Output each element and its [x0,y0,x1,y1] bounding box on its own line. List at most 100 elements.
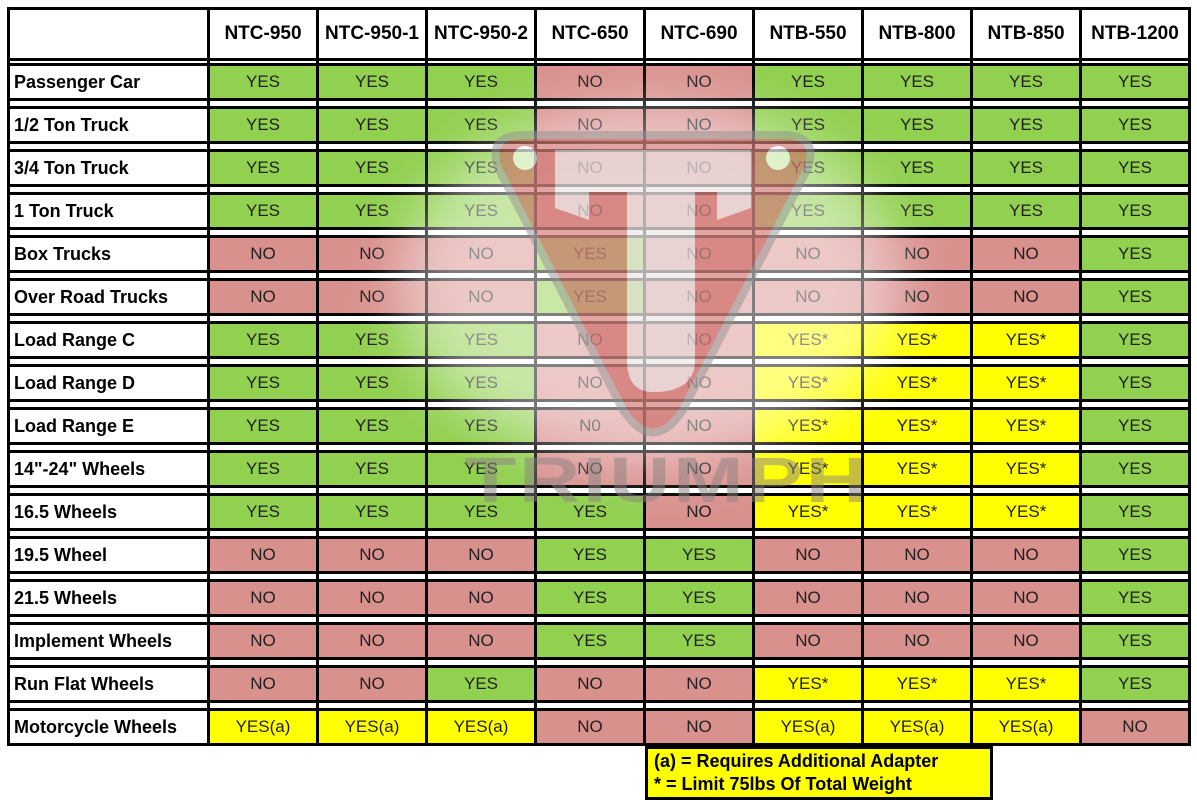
table-cell: YES [316,450,428,488]
table-row: Implement Wheels NO NO NO YES YES NO NO NO YES [7,622,1191,660]
table-cell: YES [1079,278,1191,316]
table-cell: NO [643,149,755,187]
table-cell: YES [534,235,646,273]
table-cell: NO [316,235,428,273]
table-cell: YES [643,579,755,617]
table-cell: YES [1079,321,1191,359]
table-cell: YES* [752,665,864,703]
table-cell: NO [752,235,864,273]
table-cell: YES [425,192,537,230]
row-label: Load Range D [7,364,210,402]
table-cell: NO [970,536,1082,574]
table-cell: NO [534,321,646,359]
table-cell: YES* [970,665,1082,703]
table-cell: YES [316,106,428,144]
row-spacer [7,271,1191,280]
table-cell: YES [1079,665,1191,703]
table-cell: YES* [861,450,973,488]
table-cell: YES [752,149,864,187]
table-cell: NO [316,579,428,617]
table-cell: YES [316,63,428,101]
table-cell: YES [316,493,428,531]
table-cell: NO [534,192,646,230]
table-cell: YES [425,364,537,402]
table-cell: YES* [752,450,864,488]
table-cell: NO [643,665,755,703]
table-cell: YES [861,106,973,144]
table-cell: NO [534,364,646,402]
table-cell: YES [970,149,1082,187]
table-row: 21.5 Wheels NO NO NO YES YES NO NO NO YES [7,579,1191,617]
column-header: NTC-650 [534,7,646,61]
table-cell: NO [752,536,864,574]
table-cell: NO [643,708,755,746]
table-cell: NO [861,235,973,273]
table-cell: YES [861,192,973,230]
row-label: 19.5 Wheel [7,536,210,574]
row-label: Implement Wheels [7,622,210,660]
row-label: Over Road Trucks [7,278,210,316]
row-label: 21.5 Wheels [7,579,210,617]
table-cell: YES [316,364,428,402]
table-row: Passenger Car YES YES YES NO NO YES YES YES YES [7,63,1191,101]
table-row: Run Flat Wheels NO NO YES NO NO YES* YES* YES* YE… [7,665,1191,703]
table-cell: NO [207,278,319,316]
table-cell: YES* [861,407,973,445]
column-header: NTB-550 [752,7,864,61]
table-cell: NO [425,579,537,617]
table-cell: YES [207,450,319,488]
table-cell: YES* [970,493,1082,531]
table-cell: YES(a) [752,708,864,746]
table-cell: YES [425,450,537,488]
table-cell: YES* [970,407,1082,445]
table-cell: YES [534,579,646,617]
table-cell: YES [207,407,319,445]
table-cell: YES [316,192,428,230]
column-header: NTB-800 [861,7,973,61]
table-cell: YES* [861,665,973,703]
table-cell: YES [1079,235,1191,273]
table-cell: YES [752,192,864,230]
table-cell: YES [1079,63,1191,101]
table-cell: YES [534,622,646,660]
table-row: Load Range E YES YES YES N0 NO YES* YES* YES* YES [7,407,1191,445]
compatibility-table: NTC-950 NTC-950-1 NTC-950-2 NTC-650 NTC-690 N… [7,7,1191,746]
table-cell: YES [207,364,319,402]
table-row: Load Range D YES YES YES NO NO YES* YES* YES* YES [7,364,1191,402]
table-cell: NO [316,278,428,316]
row-spacer [7,185,1191,194]
table-cell: YES [425,149,537,187]
row-label: Load Range C [7,321,210,359]
row-spacer [7,99,1191,108]
table-cell: YES [534,278,646,316]
table-cell: YES* [861,321,973,359]
table-row: 16.5 Wheels YES YES YES YES NO YES* YES* YES* YES [7,493,1191,531]
table-cell: YES [861,63,973,101]
column-header: NTB-1200 [1079,7,1191,61]
row-spacer [7,572,1191,581]
column-header: NTB-850 [970,7,1082,61]
table-cell: NO [643,192,755,230]
row-spacer [7,59,1191,65]
table-cell: NO [643,407,755,445]
table-cell: NO [425,622,537,660]
table-cell: YES [425,63,537,101]
table-cell: YES [1079,192,1191,230]
table-cell: YES [752,63,864,101]
row-spacer [7,529,1191,538]
table-cell: NO [1079,708,1191,746]
table-cell: YES(a) [207,708,319,746]
table-cell: NO [643,278,755,316]
row-label: Passenger Car [7,63,210,101]
table-cell: YES [425,106,537,144]
table-cell: NO [207,536,319,574]
row-spacer [7,658,1191,667]
table-row: 1 Ton Truck YES YES YES NO NO YES YES YES YES [7,192,1191,230]
table-cell: YES* [752,364,864,402]
corner-cell [7,7,210,61]
table-cell: YES [752,106,864,144]
table-cell: YES [207,192,319,230]
table-cell: YES [1079,407,1191,445]
table-cell: YES [970,106,1082,144]
row-spacer [7,701,1191,710]
